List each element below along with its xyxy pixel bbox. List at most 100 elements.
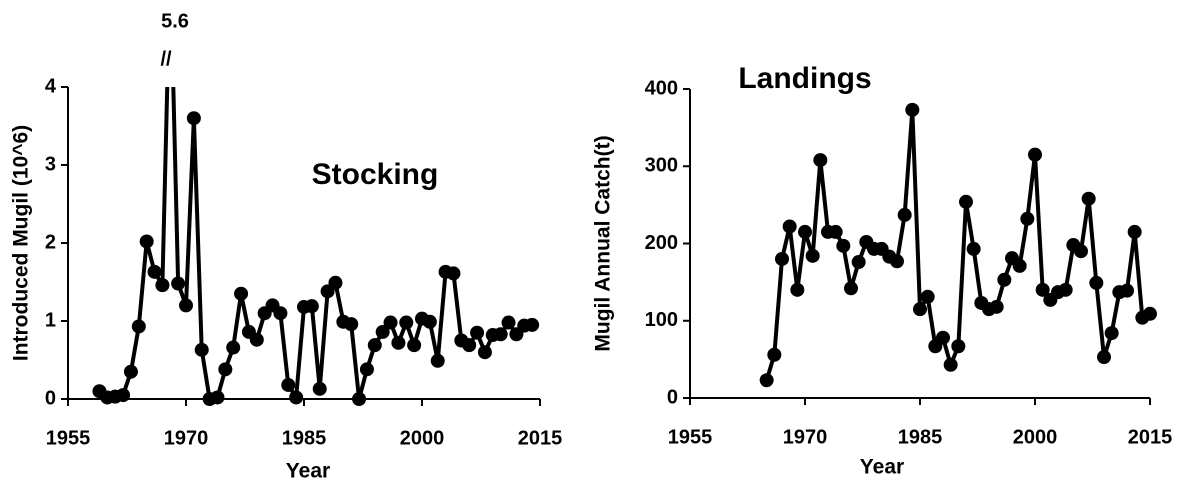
point [844,281,858,296]
point [493,327,508,342]
point [913,302,927,317]
point [407,338,422,353]
point [155,278,170,293]
point [359,362,374,377]
point [828,224,843,239]
point [131,319,146,334]
point [328,275,343,290]
point [289,390,304,405]
point [805,248,820,263]
peak-label: 5.6 [161,10,189,32]
point [210,390,225,405]
x-tick-label: 2000 [400,427,445,449]
point [1035,282,1050,297]
point [147,264,162,279]
point [890,254,904,269]
point [1089,275,1104,290]
point [1104,326,1119,341]
y-tick-label: 200 [645,232,678,254]
y-axis-title: Mugil Annual Catch(t) [592,135,615,351]
point [1127,224,1142,239]
panel-title: Stocking [312,158,439,191]
point [194,342,209,357]
point [186,111,201,126]
point [836,238,851,253]
point [226,340,241,355]
point [920,289,935,304]
point [375,324,390,339]
point [966,241,981,256]
point [344,317,359,332]
point [782,219,797,234]
point [897,207,912,222]
x-tick-label: 1955 [668,426,713,448]
point [813,153,828,168]
y-tick-label: 1 [45,309,56,331]
point [171,276,186,291]
point [470,325,485,340]
point [1012,258,1027,273]
point [1120,283,1134,298]
x-tick-label: 2000 [1013,426,1058,448]
point [790,282,805,297]
point [1097,350,1111,365]
point [312,381,327,396]
point [281,377,296,392]
series [759,102,1157,388]
point [501,315,516,330]
point [851,255,866,270]
point [462,338,477,353]
panel-title: Landings [738,62,871,95]
y-tick-label: 400 [645,77,678,99]
point [1074,244,1088,259]
break-mark: // [160,48,172,70]
point [1143,306,1157,321]
point [218,362,233,377]
point [951,339,966,354]
point [997,272,1012,287]
point [116,388,131,403]
point [477,345,492,360]
y-tick-label: 300 [645,155,678,177]
y-axis-title: Introduced Mugil (10^6) [10,125,33,361]
point [1058,282,1073,297]
point [775,251,789,266]
point [123,364,138,379]
point [798,224,812,239]
point [759,373,774,388]
point [905,102,920,117]
point [1081,191,1096,206]
point [352,392,367,406]
point [234,286,249,301]
point [399,315,414,330]
x-tick-label: 1955 [46,427,91,449]
point [273,306,288,321]
y-tick-label: 3 [45,153,56,175]
x-tick-label: 1970 [164,427,209,449]
line [98,87,533,401]
point [249,332,264,347]
x-tick-label: 2015 [1128,426,1173,448]
y-tick-label: 0 [45,387,56,409]
y-tick-label: 100 [645,309,678,331]
point [1028,147,1042,162]
y-tick-label: 4 [45,75,57,97]
point [179,298,193,313]
y-tick-label: 0 [667,386,678,408]
point [430,353,445,368]
point [383,315,398,330]
point [767,347,782,362]
series [92,87,540,406]
point [989,299,1004,314]
point [959,194,973,209]
x-axis-title: Year [286,460,330,483]
point [936,330,950,345]
x-axis-title: Year [860,456,904,479]
point [391,335,406,350]
point [1020,211,1035,226]
point [446,266,461,281]
point [304,299,319,314]
x-tick-label: 1970 [783,426,828,448]
x-tick-label: 1985 [282,427,327,449]
